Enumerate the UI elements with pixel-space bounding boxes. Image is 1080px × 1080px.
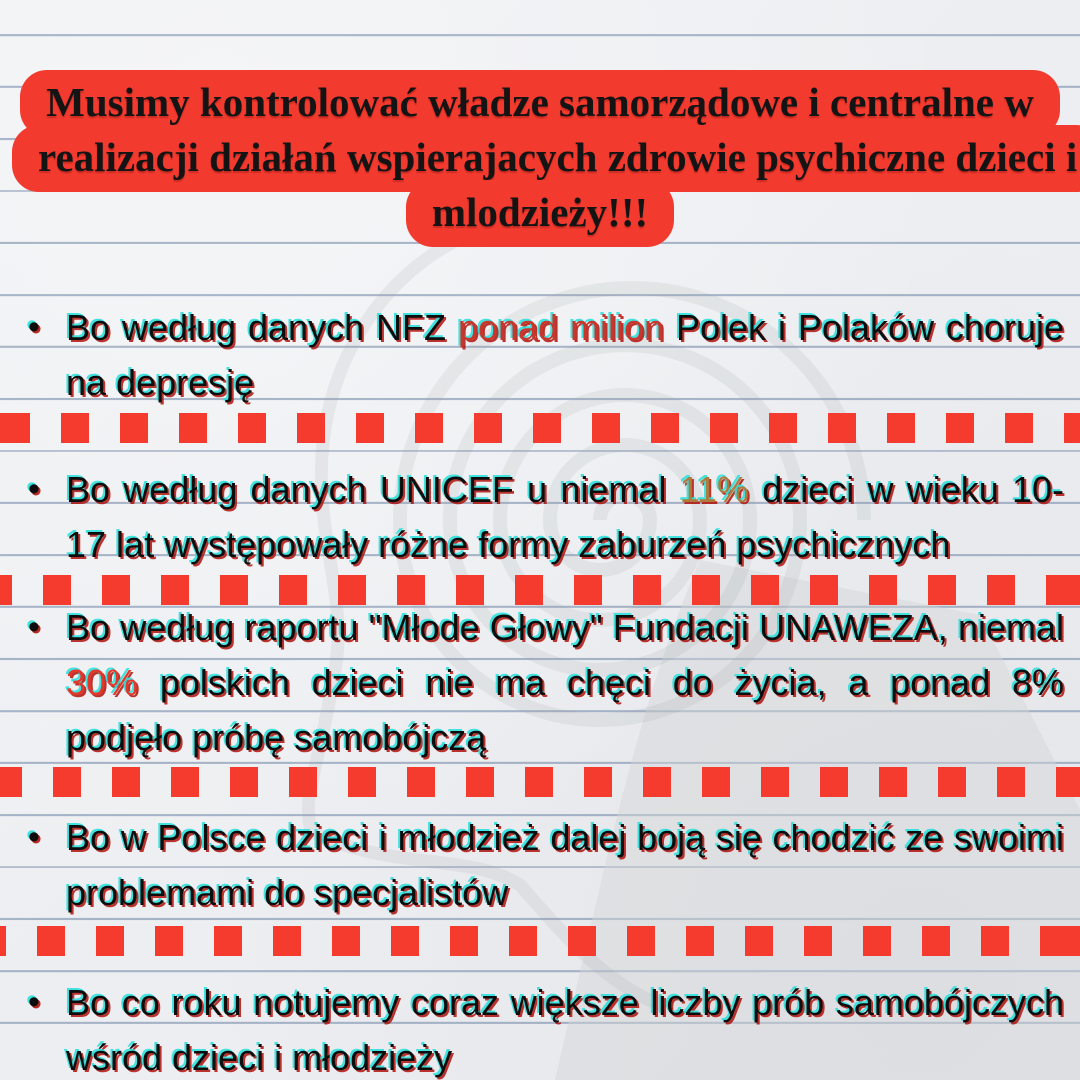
- dashed-separator: [0, 926, 1080, 956]
- bullet-text-pre: Bo w Polsce dzieci i młodzież dalej boją…: [66, 817, 1064, 913]
- bullet-item-proby-samobojcze: • Bo co roku notujemy coraz większe licz…: [28, 975, 1064, 1080]
- bullet-text: Bo co roku notujemy coraz większe liczby…: [66, 975, 1064, 1080]
- bullet-marker: •: [28, 608, 40, 646]
- banner-text: realizacji działań wspierajacych zdrowie…: [12, 125, 1080, 192]
- dashed-separator: [0, 575, 1080, 605]
- bullet-text: Bo według danych UNICEF u niemal 11% dzi…: [66, 462, 1064, 572]
- bullet-item-unicef: • Bo według danych UNICEF u niemal 11% d…: [28, 462, 1064, 572]
- banner-line-2: realizacji działań wspierajacych zdrowie…: [12, 125, 1080, 192]
- dashed-separator: [0, 413, 1080, 443]
- bullet-marker: •: [28, 308, 40, 346]
- dashed-separator: [0, 767, 1080, 797]
- bullet-text-pre: Bo co roku notujemy coraz większe liczby…: [66, 982, 1064, 1078]
- bullet-text-pre: Bo według raportu "Młode Głowy" Fundacji…: [66, 607, 1064, 648]
- bullet-text: Bo według danych NFZ ponad milion Polek …: [66, 300, 1064, 410]
- bullet-text-pre: Bo według danych UNICEF u niemal: [66, 469, 680, 510]
- banner: Musimy kontrolować władze samorządowe i …: [12, 70, 1080, 247]
- bullet-item-specjalisci: • Bo w Polsce dzieci i młodzież dalej bo…: [28, 810, 1064, 920]
- accent-text: 30%: [66, 662, 139, 703]
- banner-text: mlodzieży!!!: [405, 180, 675, 247]
- bullet-item-unaweza: • Bo według raportu "Młode Głowy" Fundac…: [28, 600, 1064, 765]
- bullet-text-pre: Bo według danych NFZ: [66, 307, 458, 348]
- bullet-text-post: polskich dzieci nie ma chęci do życia, a…: [66, 662, 1064, 758]
- banner-line-3: mlodzieży!!!: [12, 180, 1068, 247]
- bullet-text-post: dzieci w wieku 10-17 lat występowały róż…: [66, 469, 1064, 565]
- accent-text: 11%: [679, 469, 749, 510]
- bullet-text: Bo w Polsce dzieci i młodzież dalej boją…: [66, 810, 1064, 920]
- bullet-marker: •: [28, 470, 40, 508]
- bullet-item-nfz: • Bo według danych NFZ ponad milion Pole…: [28, 300, 1064, 410]
- bullet-marker: •: [28, 818, 40, 856]
- bullet-marker: •: [28, 983, 40, 1021]
- bullet-text-post: Polek i Polaków choruje na depresję: [66, 307, 1064, 403]
- bullet-text: Bo według raportu "Młode Głowy" Fundacji…: [66, 600, 1064, 765]
- accent-text: ponad milion: [457, 307, 665, 348]
